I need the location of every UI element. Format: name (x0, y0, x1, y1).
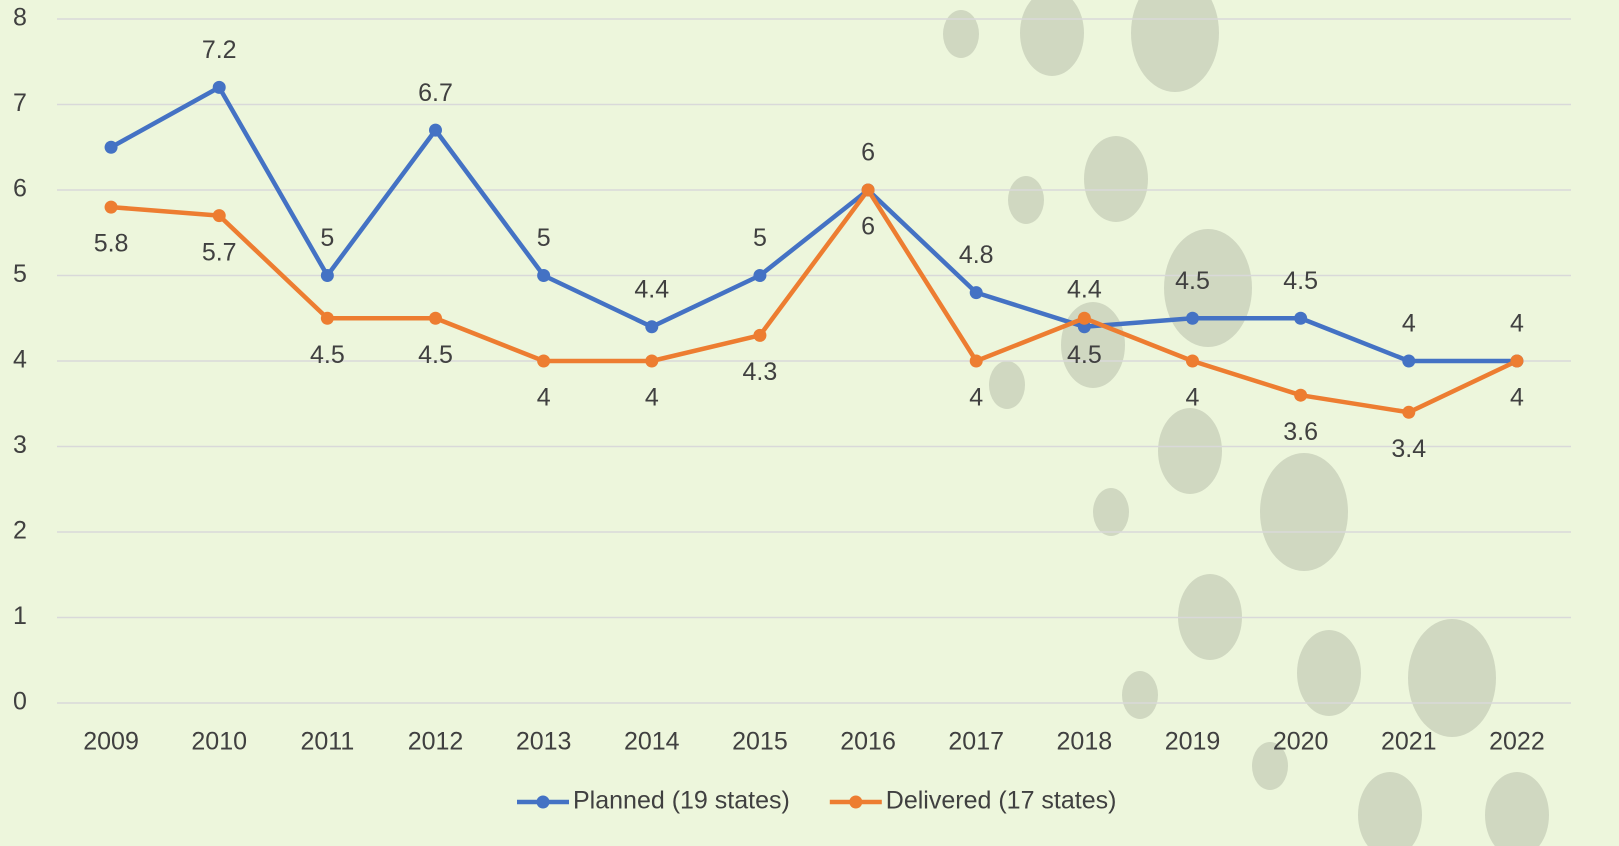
point (429, 312, 442, 325)
data-label: 4 (1186, 384, 1200, 412)
data-label: 4 (1510, 310, 1524, 338)
y-tick-label: 2 (13, 517, 27, 545)
data-label: 6 (861, 213, 875, 241)
point (537, 269, 550, 282)
point (1294, 389, 1307, 402)
x-tick-label: 2022 (1489, 728, 1545, 756)
data-label: 5 (753, 224, 767, 252)
legend-marker (849, 796, 862, 809)
x-tick-label: 2011 (300, 728, 354, 756)
data-label: 4 (1402, 310, 1416, 338)
data-label: 5.8 (94, 230, 129, 258)
y-tick-label: 3 (13, 431, 27, 459)
point (429, 124, 442, 137)
legend-label: Planned (19 states) (573, 787, 790, 815)
point (970, 355, 983, 368)
point (645, 320, 658, 333)
data-label: 5 (320, 224, 334, 252)
x-tick-label: 2010 (191, 728, 247, 756)
point (105, 141, 118, 154)
y-tick-label: 4 (13, 346, 27, 374)
point (862, 184, 875, 197)
point (1510, 355, 1523, 368)
data-label: 6.7 (418, 79, 453, 107)
y-tick-label: 0 (13, 688, 27, 716)
data-label: 3.4 (1391, 435, 1426, 463)
point (645, 355, 658, 368)
y-tick-label: 6 (13, 175, 27, 203)
point (1078, 312, 1091, 325)
x-tick-label: 2021 (1381, 728, 1437, 756)
point (753, 329, 766, 342)
point (537, 355, 550, 368)
point (1402, 355, 1415, 368)
data-label: 3.6 (1283, 418, 1318, 446)
data-label: 4 (537, 384, 551, 412)
data-label: 7.2 (202, 36, 237, 64)
y-tick-label: 7 (13, 89, 27, 117)
data-label: 4.5 (1175, 267, 1210, 295)
data-label: 4 (1510, 384, 1524, 412)
x-tick-label: 2013 (516, 728, 572, 756)
y-tick-label: 5 (13, 260, 27, 288)
point (753, 269, 766, 282)
data-label: 4.4 (634, 275, 669, 303)
x-tick-label: 2017 (948, 728, 1004, 756)
data-label: 4.5 (418, 341, 453, 369)
point (1294, 312, 1307, 325)
data-label: 6 (861, 139, 875, 167)
data-label: 5 (537, 224, 551, 252)
x-tick-label: 2009 (83, 728, 139, 756)
data-label: 4.5 (1067, 341, 1102, 369)
chart: 0 1 2 3 4 5 6 7 8 2009 2010 2011 2012 2013 2014 2015 201… (0, 0, 1619, 846)
x-tick-label: 2016 (840, 728, 896, 756)
data-label: 4.5 (1283, 267, 1318, 295)
data-label: 4 (969, 384, 983, 412)
point (213, 209, 226, 222)
x-tick-label: 2014 (624, 728, 680, 756)
y-tick-label: 1 (13, 602, 27, 630)
legend-marker (537, 796, 550, 809)
y-tick-label: 8 (13, 4, 27, 32)
point (1186, 312, 1199, 325)
point (1402, 406, 1415, 419)
x-tick-label: 2012 (408, 728, 464, 756)
point (213, 81, 226, 94)
data-label: 4.3 (743, 358, 778, 386)
point (1186, 355, 1199, 368)
data-label: 4.8 (959, 241, 994, 269)
legend-label: Delivered (17 states) (886, 787, 1117, 815)
x-tick-label: 2018 (1057, 728, 1113, 756)
point (321, 269, 334, 282)
data-label: 4 (645, 384, 659, 412)
point (321, 312, 334, 325)
x-tick-label: 2020 (1273, 728, 1329, 756)
data-label: 4.4 (1067, 275, 1102, 303)
point (105, 201, 118, 214)
x-tick-label: 2019 (1165, 728, 1221, 756)
point (970, 286, 983, 299)
x-tick-label: 2015 (732, 728, 788, 756)
data-label: 5.7 (202, 238, 237, 266)
data-label: 4.5 (310, 341, 345, 369)
